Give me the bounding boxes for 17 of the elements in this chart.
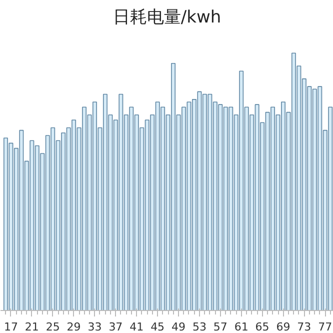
x-tick-label: 25 bbox=[46, 320, 60, 333]
x-tick-label: 65 bbox=[255, 320, 270, 333]
x-tick-label: 57 bbox=[213, 320, 228, 333]
x-tick-label: 17 bbox=[4, 320, 18, 333]
x-tick-label: 21 bbox=[24, 320, 39, 333]
x-tick-label: 77 bbox=[318, 320, 332, 333]
x-tick-label: 53 bbox=[192, 320, 206, 333]
x-tick-label: 73 bbox=[297, 320, 312, 333]
chart-title: 日耗电量/kwh bbox=[112, 8, 222, 28]
x-tick-label: 61 bbox=[234, 320, 248, 333]
x-tick-label: 69 bbox=[276, 320, 290, 333]
x-tick-label: 29 bbox=[66, 320, 81, 333]
x-tick-label: 45 bbox=[150, 320, 165, 333]
x-tick-label: 33 bbox=[88, 320, 102, 333]
x-tick-label: 41 bbox=[130, 320, 144, 333]
x-tick-label: 49 bbox=[172, 320, 186, 333]
x-tick-label: 37 bbox=[108, 320, 123, 333]
